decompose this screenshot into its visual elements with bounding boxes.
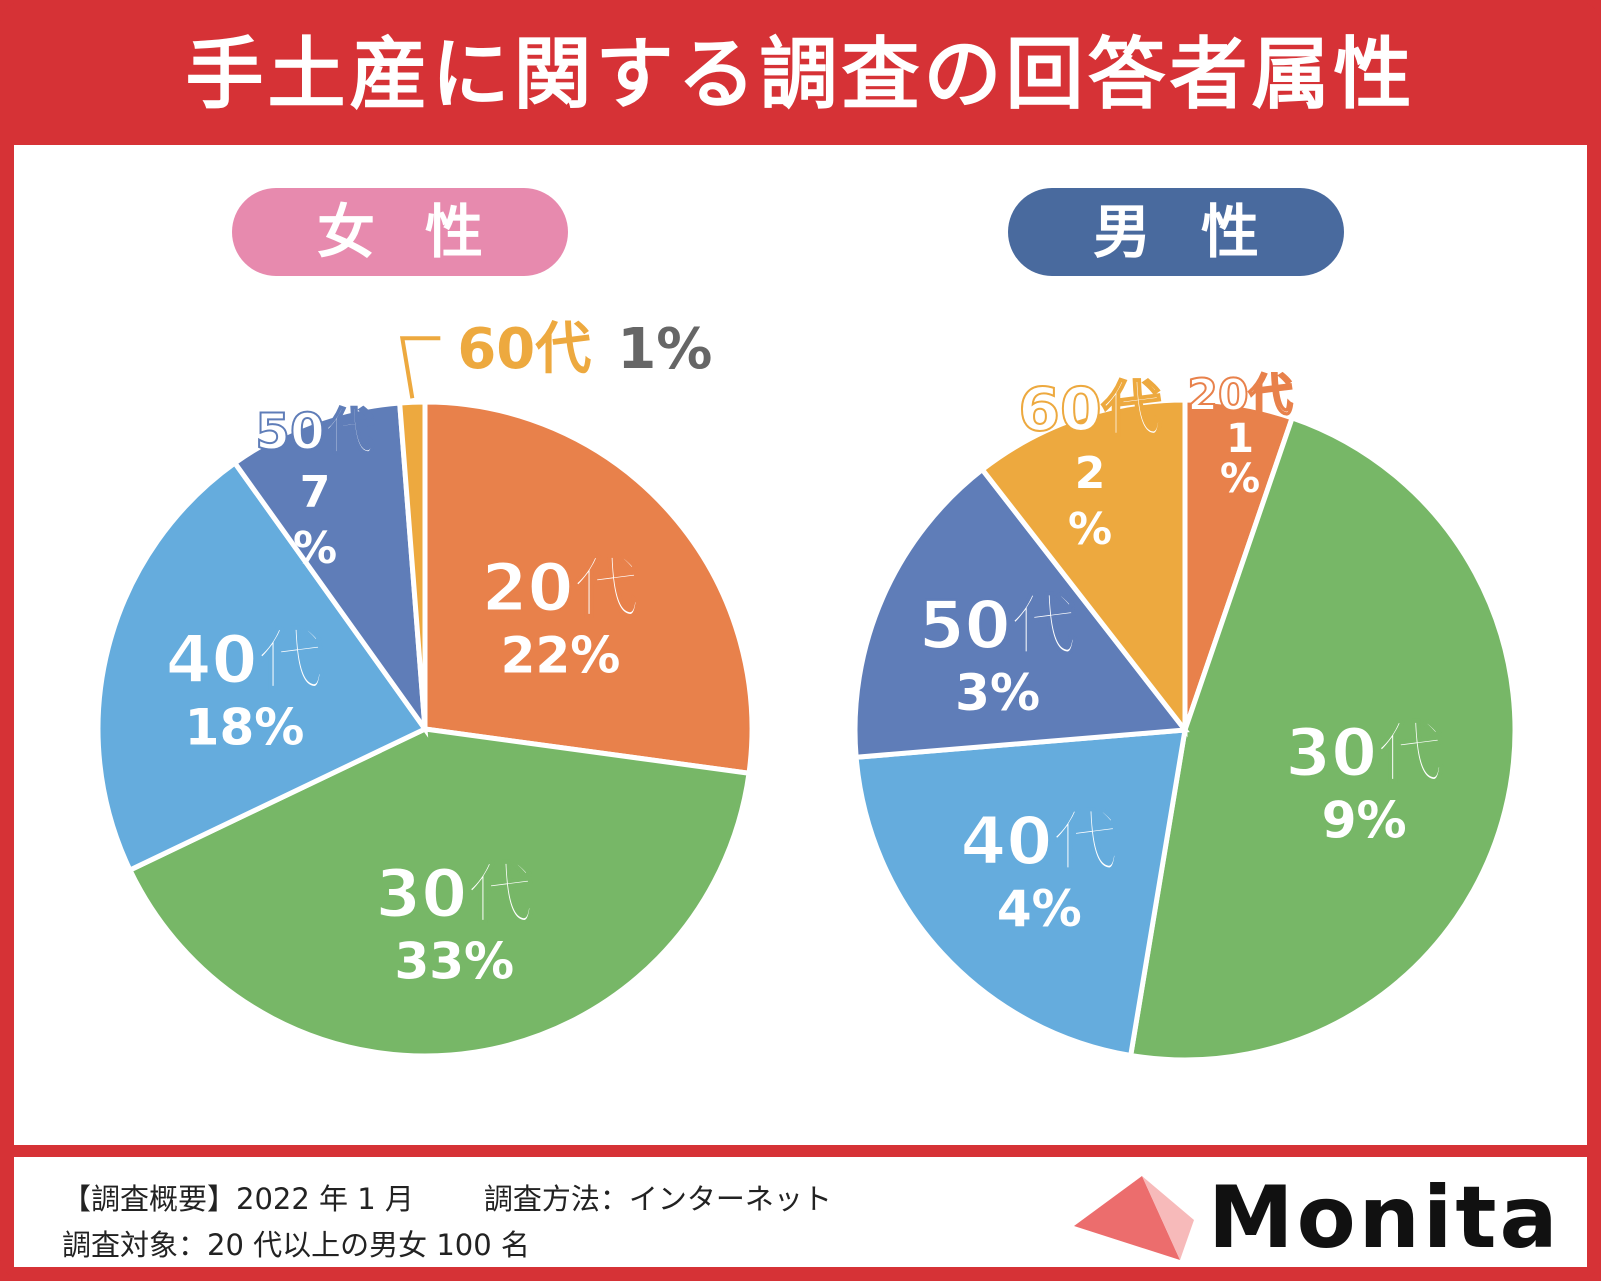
female-60s-value: 1% bbox=[617, 317, 712, 382]
female-60s-label: 60代 bbox=[457, 317, 591, 382]
female-30s-label: 30代 bbox=[375, 855, 533, 932]
female-50s-value-num: 7 bbox=[300, 467, 331, 518]
female-30s-value: 33% bbox=[394, 932, 514, 990]
female-slice-30s bbox=[126, 726, 752, 1059]
male-pie-chart bbox=[852, 397, 1518, 1063]
male-slice-50s bbox=[852, 466, 1190, 760]
male-slice-40s bbox=[853, 727, 1188, 1059]
male-40s-label: 40代 bbox=[960, 803, 1118, 880]
female-40s-label: 40代 bbox=[166, 622, 324, 699]
female-pill: 女性 bbox=[232, 188, 568, 276]
survey-period: 【調査概要】2022 年 1 月 bbox=[62, 1182, 414, 1216]
female-slice-20s bbox=[422, 399, 755, 777]
female-title: 女性 bbox=[316, 198, 533, 266]
female-pie-chart bbox=[95, 399, 755, 1059]
female-50s-label: 50代 bbox=[255, 403, 375, 461]
survey-target: 調査対象：20 代以上の男女 100 名 bbox=[62, 1228, 530, 1262]
triangle-logo-icon bbox=[1074, 1176, 1194, 1260]
male-60s-value-pct: % bbox=[1068, 504, 1112, 555]
male-30s-value: 9% bbox=[1322, 791, 1407, 849]
male-60s-label: 60代 bbox=[1018, 375, 1162, 445]
page-title: 手土産に関する調査の回答者属性 bbox=[185, 30, 1416, 120]
male-30s-label: 30代 bbox=[1285, 714, 1443, 791]
female-20s-label: 20代 bbox=[482, 550, 640, 627]
female-slice-40s bbox=[95, 459, 429, 874]
footer-panel bbox=[14, 1157, 1587, 1267]
female-40s-value: 18% bbox=[185, 699, 305, 757]
male-40s-value: 4% bbox=[997, 880, 1082, 938]
male-20s-label: 20代 bbox=[1187, 370, 1292, 421]
male-60s-value-num: 2 bbox=[1075, 448, 1106, 499]
male-50s-label: 50代 bbox=[919, 587, 1077, 664]
male-20s-value-pct: % bbox=[1220, 456, 1260, 502]
logo-text: Monita bbox=[1208, 1168, 1561, 1268]
male-50s-value: 3% bbox=[955, 664, 1040, 722]
female-50s-value-pct: % bbox=[293, 523, 337, 574]
female-slice-50s bbox=[231, 400, 429, 738]
male-slice-30s bbox=[1127, 414, 1518, 1063]
male-pill: 男性 bbox=[1008, 188, 1344, 276]
female-60s-callout-line bbox=[399, 336, 441, 399]
survey-summary-line1: 【調査概要】2022 年 1 月 調査方法：インターネット bbox=[62, 1176, 832, 1218]
male-slice-60s bbox=[978, 397, 1188, 738]
survey-method: 調査方法：インターネット bbox=[483, 1182, 832, 1216]
male-20s-value-num: 1 bbox=[1226, 416, 1254, 462]
male-title: 男性 bbox=[1092, 198, 1309, 266]
female-slice-60s bbox=[396, 399, 428, 730]
female-20s-value: 22% bbox=[501, 627, 621, 685]
